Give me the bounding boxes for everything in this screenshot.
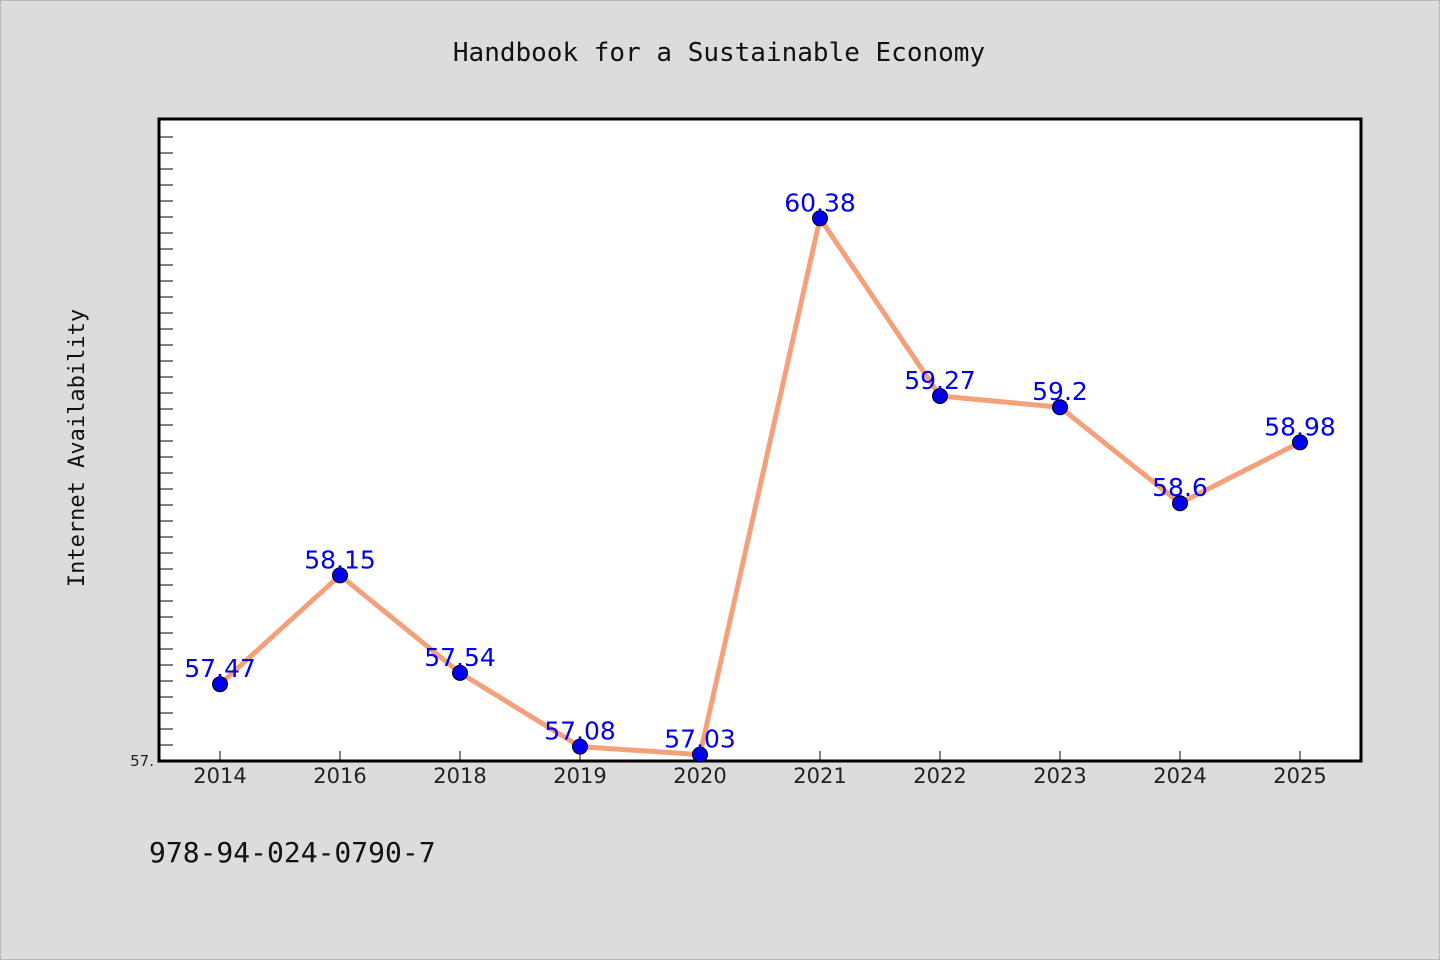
y-tick-label: 57.: [130, 752, 154, 770]
x-tick-label: 2020: [673, 764, 726, 788]
x-tick-label: 2022: [913, 764, 966, 788]
data-label: 58.15: [304, 545, 376, 574]
isbn-text: 978-94-024-0790-7: [149, 836, 436, 869]
data-point: [812, 210, 828, 227]
data-point: [932, 388, 948, 404]
x-tick-label: 2023: [1033, 764, 1086, 788]
x-axis-ticks: 2014 2016 2018 2019 2020 2021 2022 2023 2024 2025: [193, 751, 1327, 788]
data-point: [1052, 399, 1068, 416]
series-markers: [212, 210, 1308, 763]
data-label: 58.98: [1264, 412, 1336, 441]
data-label: 60.38: [784, 188, 856, 217]
data-point: [572, 738, 588, 755]
y-axis-ticks: [159, 136, 173, 746]
series-line: [218, 215, 1302, 758]
data-label: 58.6: [1152, 473, 1208, 502]
chart-title: Handbook for a Sustainable Economy: [453, 38, 985, 68]
series-line-group: [218, 215, 1302, 758]
data-labels: 57.47 58.15 57.54 57.08 57.03 60.38 59.27 59.2 5…: [184, 188, 1336, 753]
data-label: 57.03: [664, 725, 736, 754]
x-tick-label: 2025: [1273, 764, 1326, 788]
data-point: [1292, 434, 1308, 451]
data-label: 59.27: [904, 366, 976, 395]
data-label: 57.54: [424, 643, 496, 672]
x-tick-label: 2024: [1153, 764, 1206, 788]
x-tick-label: 2014: [193, 764, 246, 788]
data-point: [692, 746, 708, 763]
data-point: [212, 676, 228, 693]
data-point: [452, 664, 468, 681]
x-tick-label: 2016: [313, 764, 366, 788]
data-label: 57.47: [184, 654, 256, 683]
y-axis-label: Internet Availability: [65, 309, 90, 587]
x-tick-label: 2021: [793, 764, 846, 788]
plot-area: [157, 117, 1363, 763]
x-tick-label: 2018: [433, 764, 486, 788]
data-label: 57.08: [544, 717, 616, 746]
data-point: [1172, 495, 1188, 512]
x-tick-label: 2019: [553, 764, 606, 788]
data-point: [332, 567, 348, 584]
data-label: 59.2: [1032, 377, 1088, 406]
